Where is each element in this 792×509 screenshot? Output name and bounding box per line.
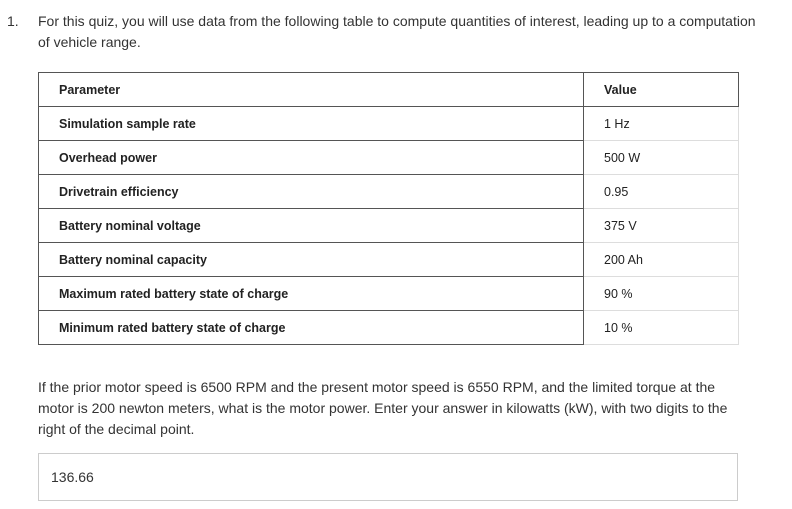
- table-row: Minimum rated battery state of charge 10…: [38, 310, 739, 345]
- header-value: Value: [583, 72, 739, 107]
- header-parameter: Parameter: [38, 72, 584, 107]
- value-cell: 10 %: [583, 310, 739, 345]
- value-cell: 375 V: [583, 208, 739, 243]
- table-header-row: Parameter Value: [38, 72, 739, 107]
- answer-input[interactable]: [38, 453, 738, 501]
- table-row: Simulation sample rate 1 Hz: [38, 106, 739, 141]
- param-cell: Simulation sample rate: [38, 106, 584, 141]
- value-cell: 90 %: [583, 276, 739, 311]
- quiz-intro: For this quiz, you will use data from th…: [38, 13, 756, 50]
- question-number: 1.: [7, 13, 19, 29]
- param-cell: Minimum rated battery state of charge: [38, 310, 584, 345]
- question-text: If the prior motor speed is 6500 RPM and…: [38, 379, 728, 437]
- table-row: Overhead power 500 W: [38, 140, 739, 175]
- table-row: Maximum rated battery state of charge 90…: [38, 276, 739, 311]
- table-row: Battery nominal voltage 375 V: [38, 208, 739, 243]
- param-cell: Overhead power: [38, 140, 584, 175]
- table-row: Drivetrain efficiency 0.95: [38, 174, 739, 209]
- table-row: Battery nominal capacity 200 Ah: [38, 242, 739, 277]
- value-cell: 200 Ah: [583, 242, 739, 277]
- param-cell: Battery nominal voltage: [38, 208, 584, 243]
- value-cell: 0.95: [583, 174, 739, 209]
- value-cell: 500 W: [583, 140, 739, 175]
- param-cell: Maximum rated battery state of charge: [38, 276, 584, 311]
- parameter-table: Parameter Value Simulation sample rate 1…: [38, 72, 739, 345]
- param-cell: Battery nominal capacity: [38, 242, 584, 277]
- value-cell: 1 Hz: [583, 106, 739, 141]
- param-cell: Drivetrain efficiency: [38, 174, 584, 209]
